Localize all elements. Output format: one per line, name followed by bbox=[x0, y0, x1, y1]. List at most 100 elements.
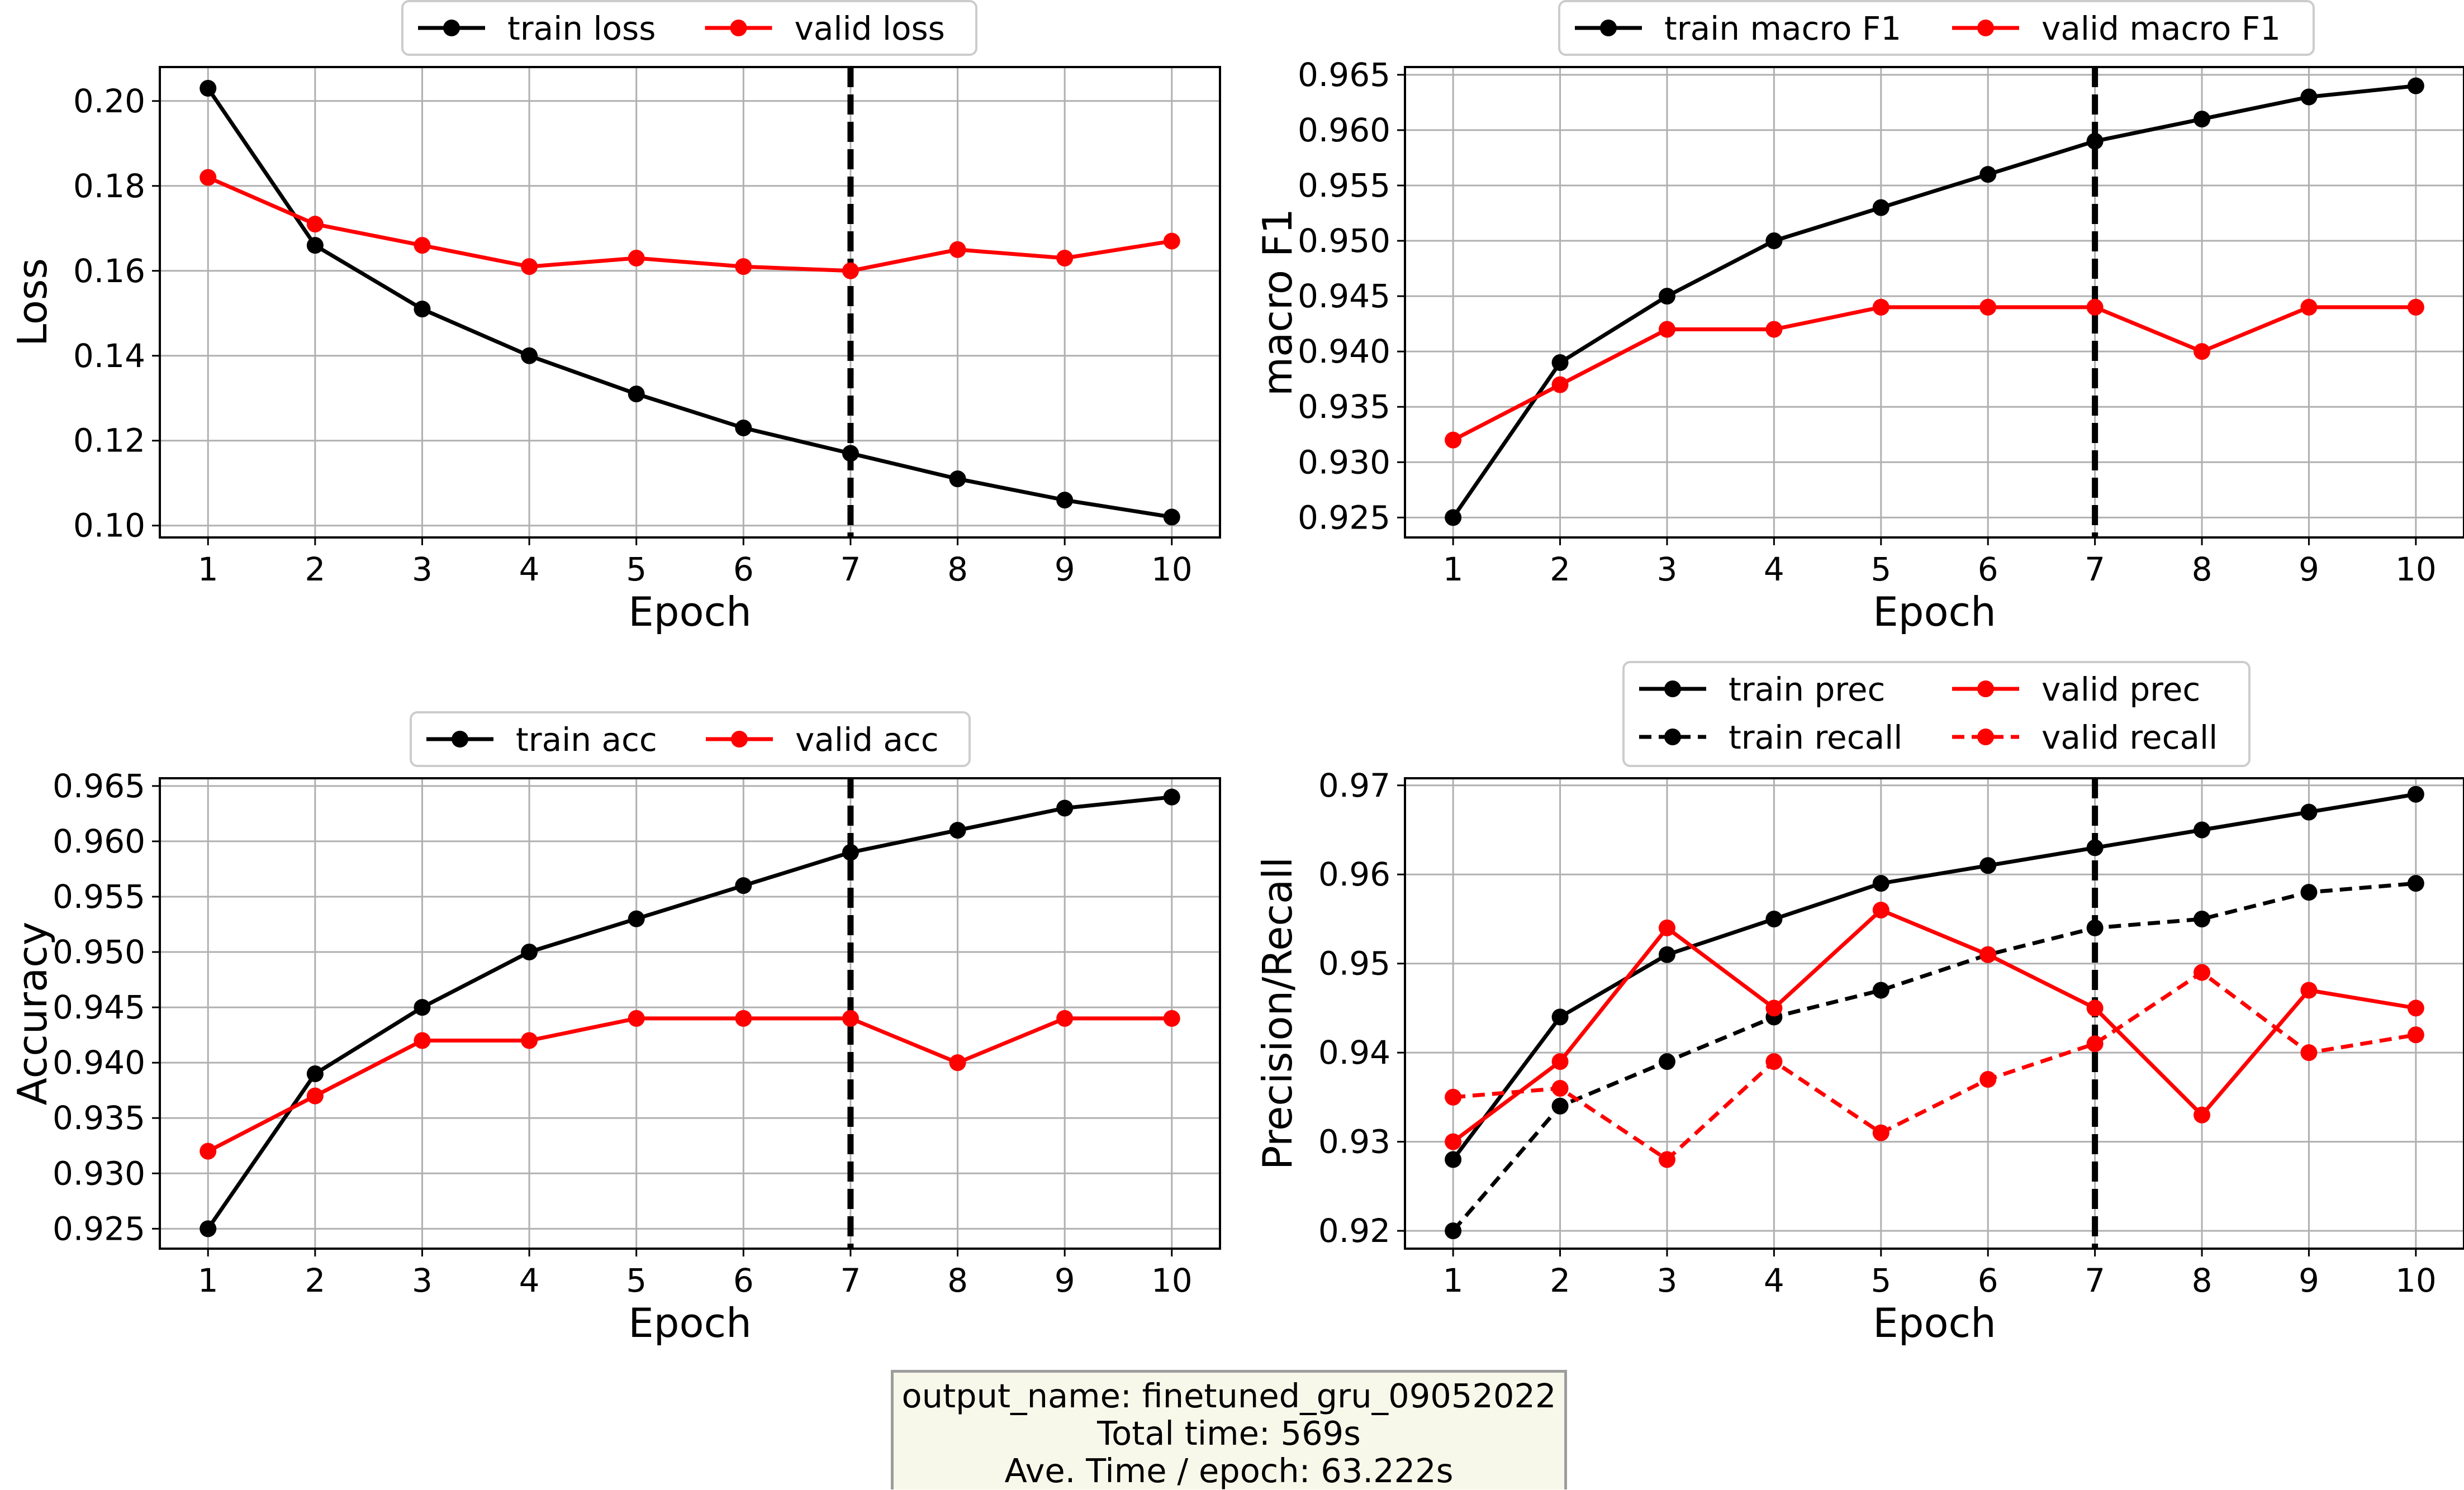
data-point bbox=[1765, 321, 1783, 338]
data-point bbox=[842, 262, 859, 279]
legend-marker bbox=[1600, 20, 1617, 36]
y-tick-label: 0.10 bbox=[73, 507, 145, 545]
data-point bbox=[1765, 232, 1783, 250]
x-tick-label: 6 bbox=[733, 550, 754, 588]
data-point bbox=[306, 1065, 324, 1082]
data-point bbox=[2086, 919, 2104, 936]
data-point bbox=[1658, 1053, 1675, 1070]
data-point bbox=[414, 1032, 431, 1049]
series-line bbox=[207, 175, 1172, 273]
legend-label: valid recall bbox=[2042, 718, 2218, 756]
data-point bbox=[628, 1010, 645, 1027]
output-name-text: output_name: finetuned_gru_09052022 bbox=[901, 1377, 1556, 1415]
x-tick-label: 10 bbox=[1151, 550, 1193, 588]
series-line bbox=[1451, 792, 2416, 1161]
y-tick-label: 0.16 bbox=[73, 252, 145, 290]
y-tick-label: 0.960 bbox=[1298, 111, 1390, 149]
legend-label: valid acc bbox=[795, 721, 939, 759]
y-tick-label: 0.950 bbox=[1298, 222, 1390, 260]
legend-label: valid loss bbox=[795, 9, 945, 47]
y-tick-label: 0.12 bbox=[73, 422, 145, 460]
x-tick-label: 10 bbox=[2395, 550, 2437, 588]
x-tick-label: 6 bbox=[733, 1261, 754, 1299]
data-point bbox=[1979, 1071, 1997, 1088]
x-tick-label: 6 bbox=[1978, 1261, 1998, 1299]
y-tick-label: 0.925 bbox=[53, 1210, 145, 1248]
data-point bbox=[1872, 298, 1889, 316]
data-point bbox=[1445, 1222, 1462, 1240]
data-point bbox=[1765, 1053, 1783, 1070]
y-tick-label: 0.955 bbox=[1298, 166, 1390, 204]
y-tick-label: 0.930 bbox=[1298, 443, 1390, 481]
data-point bbox=[735, 419, 752, 436]
data-point bbox=[2300, 803, 2318, 821]
chart-panel-2: 1 2 3 4 5 6 7 8 9 10 0.925 0.930 0.935 0.940 0.945 0.95… bbox=[1254, 0, 2464, 635]
x-tick-label: 1 bbox=[198, 1261, 219, 1299]
y-tick-label: 0.965 bbox=[53, 767, 145, 805]
series-line bbox=[1451, 881, 2416, 1232]
data-point bbox=[200, 1143, 217, 1160]
x-tick-label: 3 bbox=[1657, 550, 1678, 588]
legend-label: valid macro F1 bbox=[2042, 9, 2281, 47]
data-point bbox=[735, 1010, 752, 1027]
data-point bbox=[2407, 875, 2424, 892]
data-point bbox=[1658, 919, 1675, 936]
y-tick-label: 0.95 bbox=[1318, 945, 1390, 983]
x-tick-label: 8 bbox=[947, 550, 968, 588]
y-tick-label: 0.14 bbox=[73, 337, 145, 375]
legend-marker bbox=[452, 731, 468, 748]
y-tick-label: 0.925 bbox=[1298, 498, 1390, 536]
data-point bbox=[2407, 999, 2424, 1017]
data-point bbox=[2300, 88, 2318, 106]
x-tick-label: 5 bbox=[1870, 1261, 1891, 1299]
data-point bbox=[628, 249, 645, 266]
legend-marker bbox=[1977, 20, 1994, 36]
series-line bbox=[206, 87, 1172, 519]
data-point bbox=[2194, 964, 2211, 981]
y-axis-label: macro F1 bbox=[1254, 208, 1301, 396]
x-axis-label: Epoch bbox=[1873, 588, 1996, 635]
data-point bbox=[1979, 166, 1997, 183]
chart-panel-4: 1 2 3 4 5 6 7 8 9 10 0.92 0.93 0.94 0.95 0.96 0.97 Epoch… bbox=[1254, 661, 2464, 1346]
data-point bbox=[628, 385, 645, 403]
data-point bbox=[2300, 1044, 2318, 1061]
series-line bbox=[1452, 908, 2416, 1144]
x-tick-label: 9 bbox=[2299, 1261, 2319, 1299]
x-tick-label: 4 bbox=[519, 550, 540, 588]
data-point bbox=[200, 79, 217, 97]
axes-frame bbox=[159, 66, 1221, 539]
data-point bbox=[1658, 946, 1675, 963]
data-point bbox=[2407, 786, 2424, 803]
data-point bbox=[1765, 910, 1783, 927]
legend-label: train loss bbox=[507, 9, 656, 47]
x-tick-label: 5 bbox=[1870, 550, 1891, 588]
y-axis-label: Accuracy bbox=[9, 922, 56, 1106]
data-point bbox=[1163, 1010, 1180, 1027]
x-tick-label: 3 bbox=[1657, 1261, 1678, 1299]
legend-label: train prec bbox=[1729, 670, 1885, 708]
y-tick-label: 0.20 bbox=[73, 82, 145, 120]
y-tick-label: 0.96 bbox=[1318, 855, 1390, 893]
y-tick-label: 0.935 bbox=[53, 1099, 145, 1137]
data-point bbox=[1872, 199, 1889, 216]
data-point bbox=[306, 216, 324, 233]
y-tick-label: 0.960 bbox=[53, 822, 145, 860]
data-point bbox=[1872, 902, 1889, 919]
data-point bbox=[735, 258, 752, 275]
data-point bbox=[2086, 839, 2104, 856]
series-line bbox=[1452, 970, 2416, 1161]
data-point bbox=[1658, 288, 1675, 305]
data-point bbox=[1551, 1053, 1569, 1070]
legend-marker bbox=[730, 20, 747, 36]
data-point bbox=[2086, 1035, 2104, 1053]
data-point bbox=[1551, 1097, 1569, 1115]
legend-marker bbox=[731, 731, 748, 748]
data-point bbox=[414, 237, 431, 254]
series-line bbox=[207, 1016, 1172, 1153]
x-tick-label: 4 bbox=[1764, 550, 1784, 588]
axes-frame bbox=[1404, 66, 2464, 539]
x-tick-label: 8 bbox=[947, 1261, 968, 1299]
data-point bbox=[628, 910, 645, 927]
legend-marker bbox=[1977, 729, 1994, 745]
